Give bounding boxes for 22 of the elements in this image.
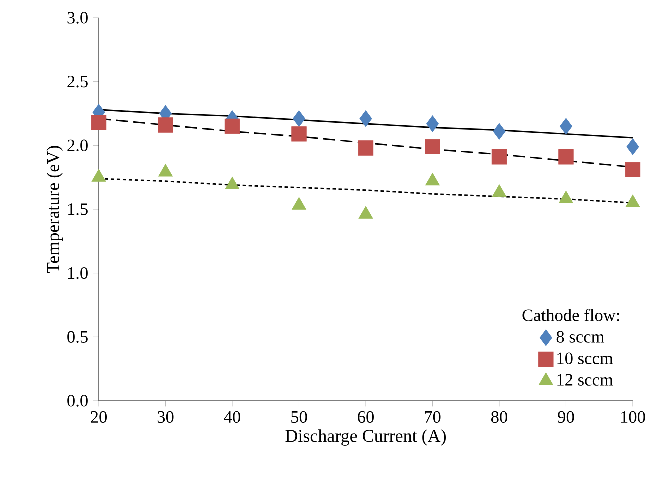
legend-label: 10 sccm	[558, 352, 614, 364]
x-tick-label: 30	[158, 411, 174, 424]
x-tick-label: 100	[622, 411, 646, 424]
y-tick-label: 0.0	[68, 395, 88, 407]
x-tick-label: 20	[91, 411, 108, 424]
y-axis-title: Temperature (eV)	[46, 146, 64, 274]
x-tick-label: 40	[224, 411, 241, 424]
y-tick-label: 2.0	[68, 140, 88, 152]
legend-label: 8 sccm	[556, 331, 605, 343]
y-tick-label: 1.0	[68, 267, 88, 280]
x-tick-label: 80	[491, 411, 508, 424]
legend-label: 12 sccm	[558, 374, 614, 386]
legend-title: Cathode flow:	[522, 308, 620, 322]
y-tick-label: 2.5	[68, 76, 88, 88]
x-tick-label: 90	[558, 411, 574, 424]
x-tick-label: 60	[358, 411, 374, 424]
x-axis-title: Discharge Current (A)	[286, 430, 446, 446]
x-tick-label: 70	[425, 411, 441, 424]
y-tick-label: 0.5	[68, 331, 88, 344]
y-tick-label: 3.0	[68, 12, 88, 24]
x-tick-label: 50	[292, 411, 308, 424]
y-tick-label: 1.5	[68, 204, 88, 216]
